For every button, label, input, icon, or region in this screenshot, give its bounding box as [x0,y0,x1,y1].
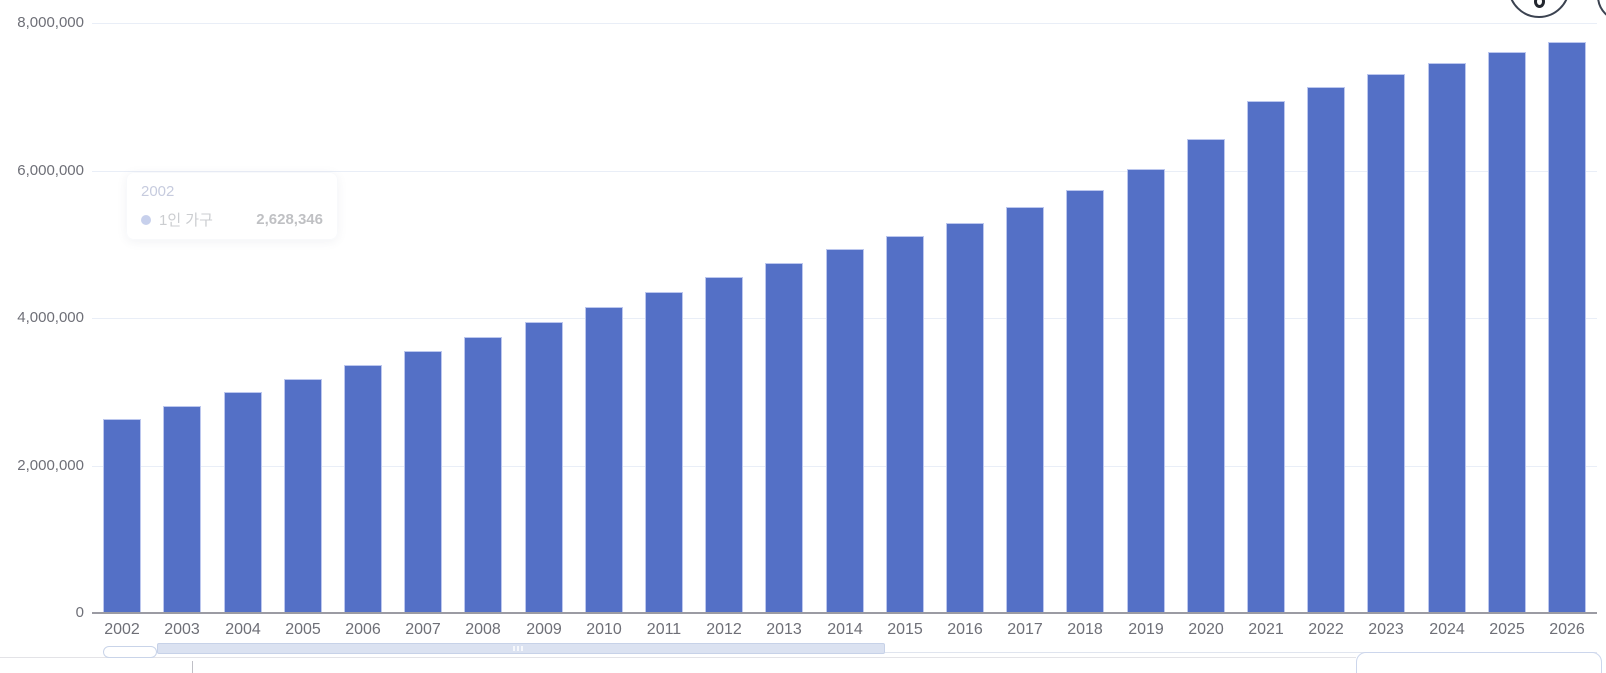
x-axis-label-2019: 2019 [1128,621,1164,638]
bar-2014[interactable] [826,249,864,613]
bar-2009[interactable] [525,322,563,613]
menu-glyph-icon [1534,0,1545,8]
x-axis-label-2016: 2016 [947,621,983,638]
x-axis-line [92,612,1597,614]
bar-2005[interactable] [284,379,322,613]
x-axis-label-2011: 2011 [646,621,682,638]
tooltip-row: 1인 가구 2,628,346 [141,209,323,230]
scrollbar-left-handle[interactable] [103,646,157,658]
bar-2022[interactable] [1307,87,1345,613]
x-axis-label-2010: 2010 [586,621,622,638]
bar-2002[interactable] [103,419,141,613]
y-axis-label: 8,000,000 [17,14,84,31]
bar-2012[interactable] [705,277,743,613]
chart-tooltip: 2002 1인 가구 2,628,346 [126,172,338,240]
x-axis-label-2009: 2009 [526,621,562,638]
bar-2017[interactable] [1006,207,1044,613]
scrollbar-track-line [885,652,1597,653]
bar-2018[interactable] [1066,190,1104,613]
series-marker-icon [141,214,151,225]
bar-2016[interactable] [946,223,984,613]
x-axis-label-2022: 2022 [1308,621,1344,638]
x-axis-label-2025: 2025 [1489,621,1525,638]
bottom-divider [0,657,1356,658]
gridline [92,171,1597,172]
bar-2006[interactable] [344,365,382,613]
x-axis-label-2013: 2013 [766,621,802,638]
y-axis-label: 0 [75,604,84,621]
bar-2010[interactable] [585,307,623,613]
tooltip-series-label: 1인 가구 [159,212,213,229]
y-axis-label: 4,000,000 [17,309,84,326]
y-axis-label: 2,000,000 [17,457,84,474]
x-axis-label-2003: 2003 [164,621,200,638]
bar-2007[interactable] [404,351,442,613]
bar-2026[interactable] [1548,42,1586,613]
x-axis-label-2015: 2015 [887,621,923,638]
bar-2008[interactable] [464,337,502,613]
x-axis-label-2008: 2008 [465,621,501,638]
edge-partial-button[interactable] [1597,0,1606,22]
bar-2011[interactable] [645,292,683,613]
bar-2019[interactable] [1127,169,1165,613]
bar-2013[interactable] [765,263,803,613]
x-axis-label-2012: 2012 [706,621,742,638]
bar-2003[interactable] [163,406,201,613]
bar-2023[interactable] [1367,74,1405,613]
y-axis-label: 6,000,000 [17,162,84,179]
x-axis-label-2007: 2007 [405,621,441,638]
x-axis-label-2004: 2004 [225,621,261,638]
bar-2004[interactable] [224,392,262,613]
bottom-right-panel-corner [1356,652,1602,673]
tooltip-value: 2,628,346 [256,211,323,228]
x-axis-label-2002: 2002 [104,621,140,638]
tooltip-title: 2002 [141,183,175,200]
x-axis-label-2018: 2018 [1067,621,1103,638]
x-axis-label-2005: 2005 [285,621,321,638]
bar-2015[interactable] [886,236,924,613]
gridline [92,23,1597,24]
x-axis-label-2021: 2021 [1248,621,1284,638]
bar-2024[interactable] [1428,63,1466,613]
bar-2025[interactable] [1488,52,1526,613]
scrollbar-grip-icon [513,646,523,651]
bar-2020[interactable] [1187,139,1225,613]
bar-2021[interactable] [1247,101,1285,613]
x-axis-label-2014: 2014 [827,621,863,638]
x-axis-label-2020: 2020 [1188,621,1224,638]
x-axis-label-2006: 2006 [345,621,381,638]
x-axis-label-2026: 2026 [1549,621,1585,638]
x-axis-label-2024: 2024 [1429,621,1465,638]
table-cell-border-line [192,661,193,673]
x-axis-label-2023: 2023 [1368,621,1404,638]
x-axis-label-2017: 2017 [1007,621,1043,638]
